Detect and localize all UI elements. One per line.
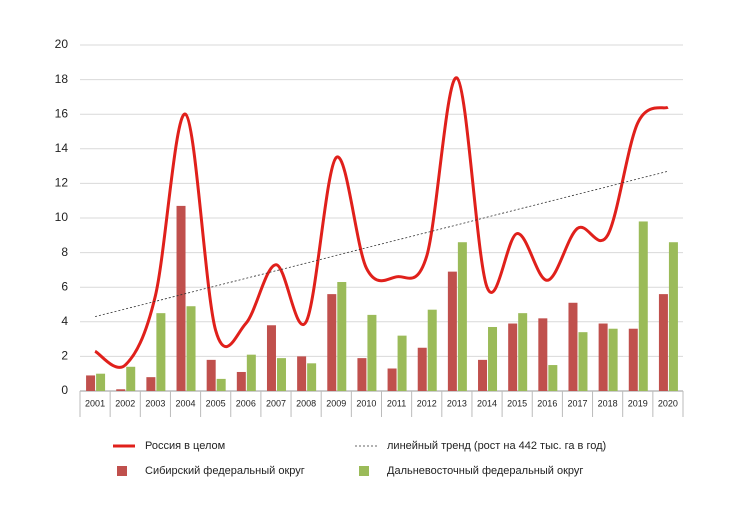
y-tick-label: 16 [55, 106, 69, 120]
x-tick-label: 2013 [447, 398, 467, 408]
legend-label: Сибирский федеральный округ [145, 465, 305, 477]
x-tick-label: 2011 [387, 398, 406, 408]
x-tick-label: 2007 [266, 398, 286, 408]
bar [297, 356, 307, 391]
bar [478, 359, 488, 391]
bar [608, 328, 618, 391]
bar [206, 359, 216, 391]
bar [578, 332, 588, 391]
bar [367, 314, 377, 391]
legend-label: Россия в целом [145, 440, 225, 452]
x-tick-label: 2004 [176, 398, 196, 408]
bar [598, 323, 608, 391]
bar [236, 371, 246, 391]
x-tick-label: 2001 [85, 398, 105, 408]
bar [658, 294, 668, 391]
bar [638, 221, 648, 391]
bar [126, 366, 136, 391]
x-tick-label: 2005 [206, 398, 226, 408]
bar [457, 242, 467, 391]
y-tick-label: 14 [55, 141, 69, 155]
bar [216, 378, 226, 391]
y-tick-label: 18 [55, 72, 69, 86]
bar [538, 318, 548, 391]
x-tick-label: 2018 [598, 398, 618, 408]
bar [508, 323, 518, 391]
bar [146, 377, 156, 391]
bar [176, 205, 186, 391]
bar [548, 365, 558, 391]
x-tick-label: 2017 [567, 398, 587, 408]
x-tick-label: 2009 [326, 398, 346, 408]
x-tick-label: 2015 [507, 398, 527, 408]
bar [488, 326, 498, 391]
trend-line [94, 170, 669, 317]
bar [668, 242, 678, 391]
y-tick-label: 4 [61, 314, 68, 328]
y-tick-label: 20 [55, 37, 69, 51]
x-tick-label: 2003 [145, 398, 165, 408]
bar [327, 294, 337, 391]
y-tick-label: 6 [61, 279, 68, 293]
x-tick-label: 2014 [477, 398, 497, 408]
bar [628, 328, 638, 391]
bar [96, 373, 106, 391]
bar [397, 335, 407, 391]
x-tick-label: 2012 [417, 398, 437, 408]
x-tick-label: 2002 [115, 398, 135, 408]
bar [447, 271, 457, 391]
y-tick-label: 2 [61, 349, 68, 363]
bar [427, 309, 437, 391]
x-tick-label: 2019 [628, 398, 648, 408]
bar [246, 354, 256, 391]
bar [276, 358, 286, 391]
bar [387, 368, 397, 391]
x-tick-label: 2008 [296, 398, 316, 408]
bar [337, 282, 347, 391]
bar [568, 302, 578, 391]
x-tick-label: 2020 [658, 398, 678, 408]
bar [266, 325, 276, 391]
legend-swatch [359, 466, 369, 476]
x-tick-label: 2010 [356, 398, 376, 408]
y-tick-label: 12 [55, 176, 69, 190]
bar [307, 363, 317, 391]
bar [417, 347, 427, 391]
line [94, 76, 669, 369]
legend-swatch [117, 466, 127, 476]
y-tick-label: 0 [61, 383, 68, 397]
x-tick-label: 2006 [236, 398, 256, 408]
y-tick-label: 10 [55, 210, 69, 224]
bar [518, 313, 528, 391]
legend-label: Дальневосточный федеральный округ [387, 465, 583, 477]
x-tick-label: 2016 [537, 398, 557, 408]
bar [116, 389, 126, 391]
bar [156, 313, 166, 391]
bar [86, 375, 96, 391]
bar [357, 358, 367, 391]
bar [186, 306, 196, 391]
legend-label: линейный тренд (рост на 442 тыс. га в го… [387, 440, 606, 452]
y-tick-label: 8 [61, 245, 68, 259]
